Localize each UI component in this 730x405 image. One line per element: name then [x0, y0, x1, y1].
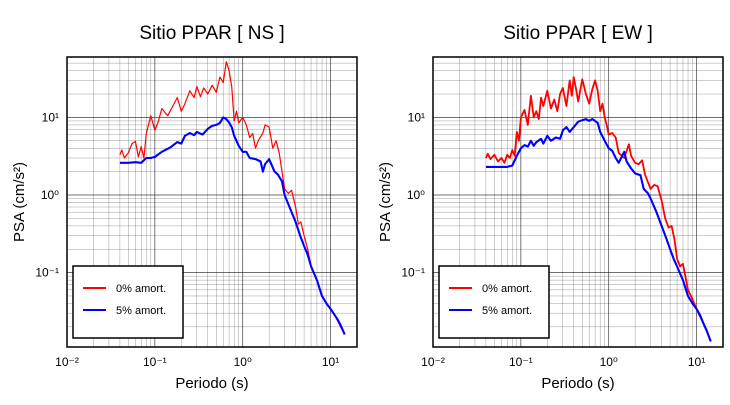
series-line-undamped [485, 76, 712, 342]
legend-entry-label: 0% amort. [482, 283, 532, 295]
chart-panel-1: 10⁻² 10⁻¹ 10⁰ 10¹ 10⁻¹ 10⁰ 10¹ Sitio PPAR [ NS … [11, 23, 358, 392]
chart-panel-2: 10⁻² 10⁻¹ 10⁰ 10¹ 10⁻¹ 10⁰ 10¹ Sitio PPAR [ EW … [377, 23, 724, 392]
y-tick-label: 10¹ [42, 110, 59, 124]
legend-box [438, 265, 550, 339]
x-tick-label: 10¹ [322, 355, 339, 369]
y-tick-label: 10⁰ [407, 188, 425, 202]
x-tick-label: 10⁻² [55, 355, 79, 369]
legend-entry-label: 0% amort. [116, 283, 166, 295]
x-axis-label: Periodo (s) [175, 375, 248, 392]
legend-entry-label: 5% amort. [116, 305, 166, 317]
x-tick-label: 10⁰ [600, 355, 618, 369]
plot-frame [432, 56, 724, 348]
series-line-damped [119, 116, 346, 335]
y-axis-label: PSA (cm/s²) [377, 162, 394, 242]
legend-entry-label: 5% amort. [482, 305, 532, 317]
series-line-undamped [119, 61, 346, 335]
legend: 0% amort. 5% amort. [438, 265, 550, 339]
y-tick-label: 10¹ [408, 110, 425, 124]
plot-frame [66, 56, 358, 348]
y-tick-label: 10⁻¹ [401, 266, 425, 280]
legend: 0% amort. 5% amort. [72, 265, 184, 339]
x-tick-label: 10⁻¹ [143, 355, 167, 369]
x-tick-label: 10¹ [688, 355, 705, 369]
series-line-damped [485, 118, 712, 342]
x-tick-label: 10⁰ [234, 355, 252, 369]
y-tick-label: 10⁻¹ [35, 266, 59, 280]
y-tick-label: 10⁰ [41, 188, 59, 202]
x-tick-label: 10⁻² [421, 355, 445, 369]
y-axis-label: PSA (cm/s²) [11, 162, 28, 242]
legend-box [72, 265, 184, 339]
x-tick-label: 10⁻¹ [509, 355, 533, 369]
chart-title: Sitio PPAR [ EW ] [503, 23, 653, 44]
chart-title: Sitio PPAR [ NS ] [139, 23, 284, 44]
x-axis-label: Periodo (s) [541, 375, 614, 392]
